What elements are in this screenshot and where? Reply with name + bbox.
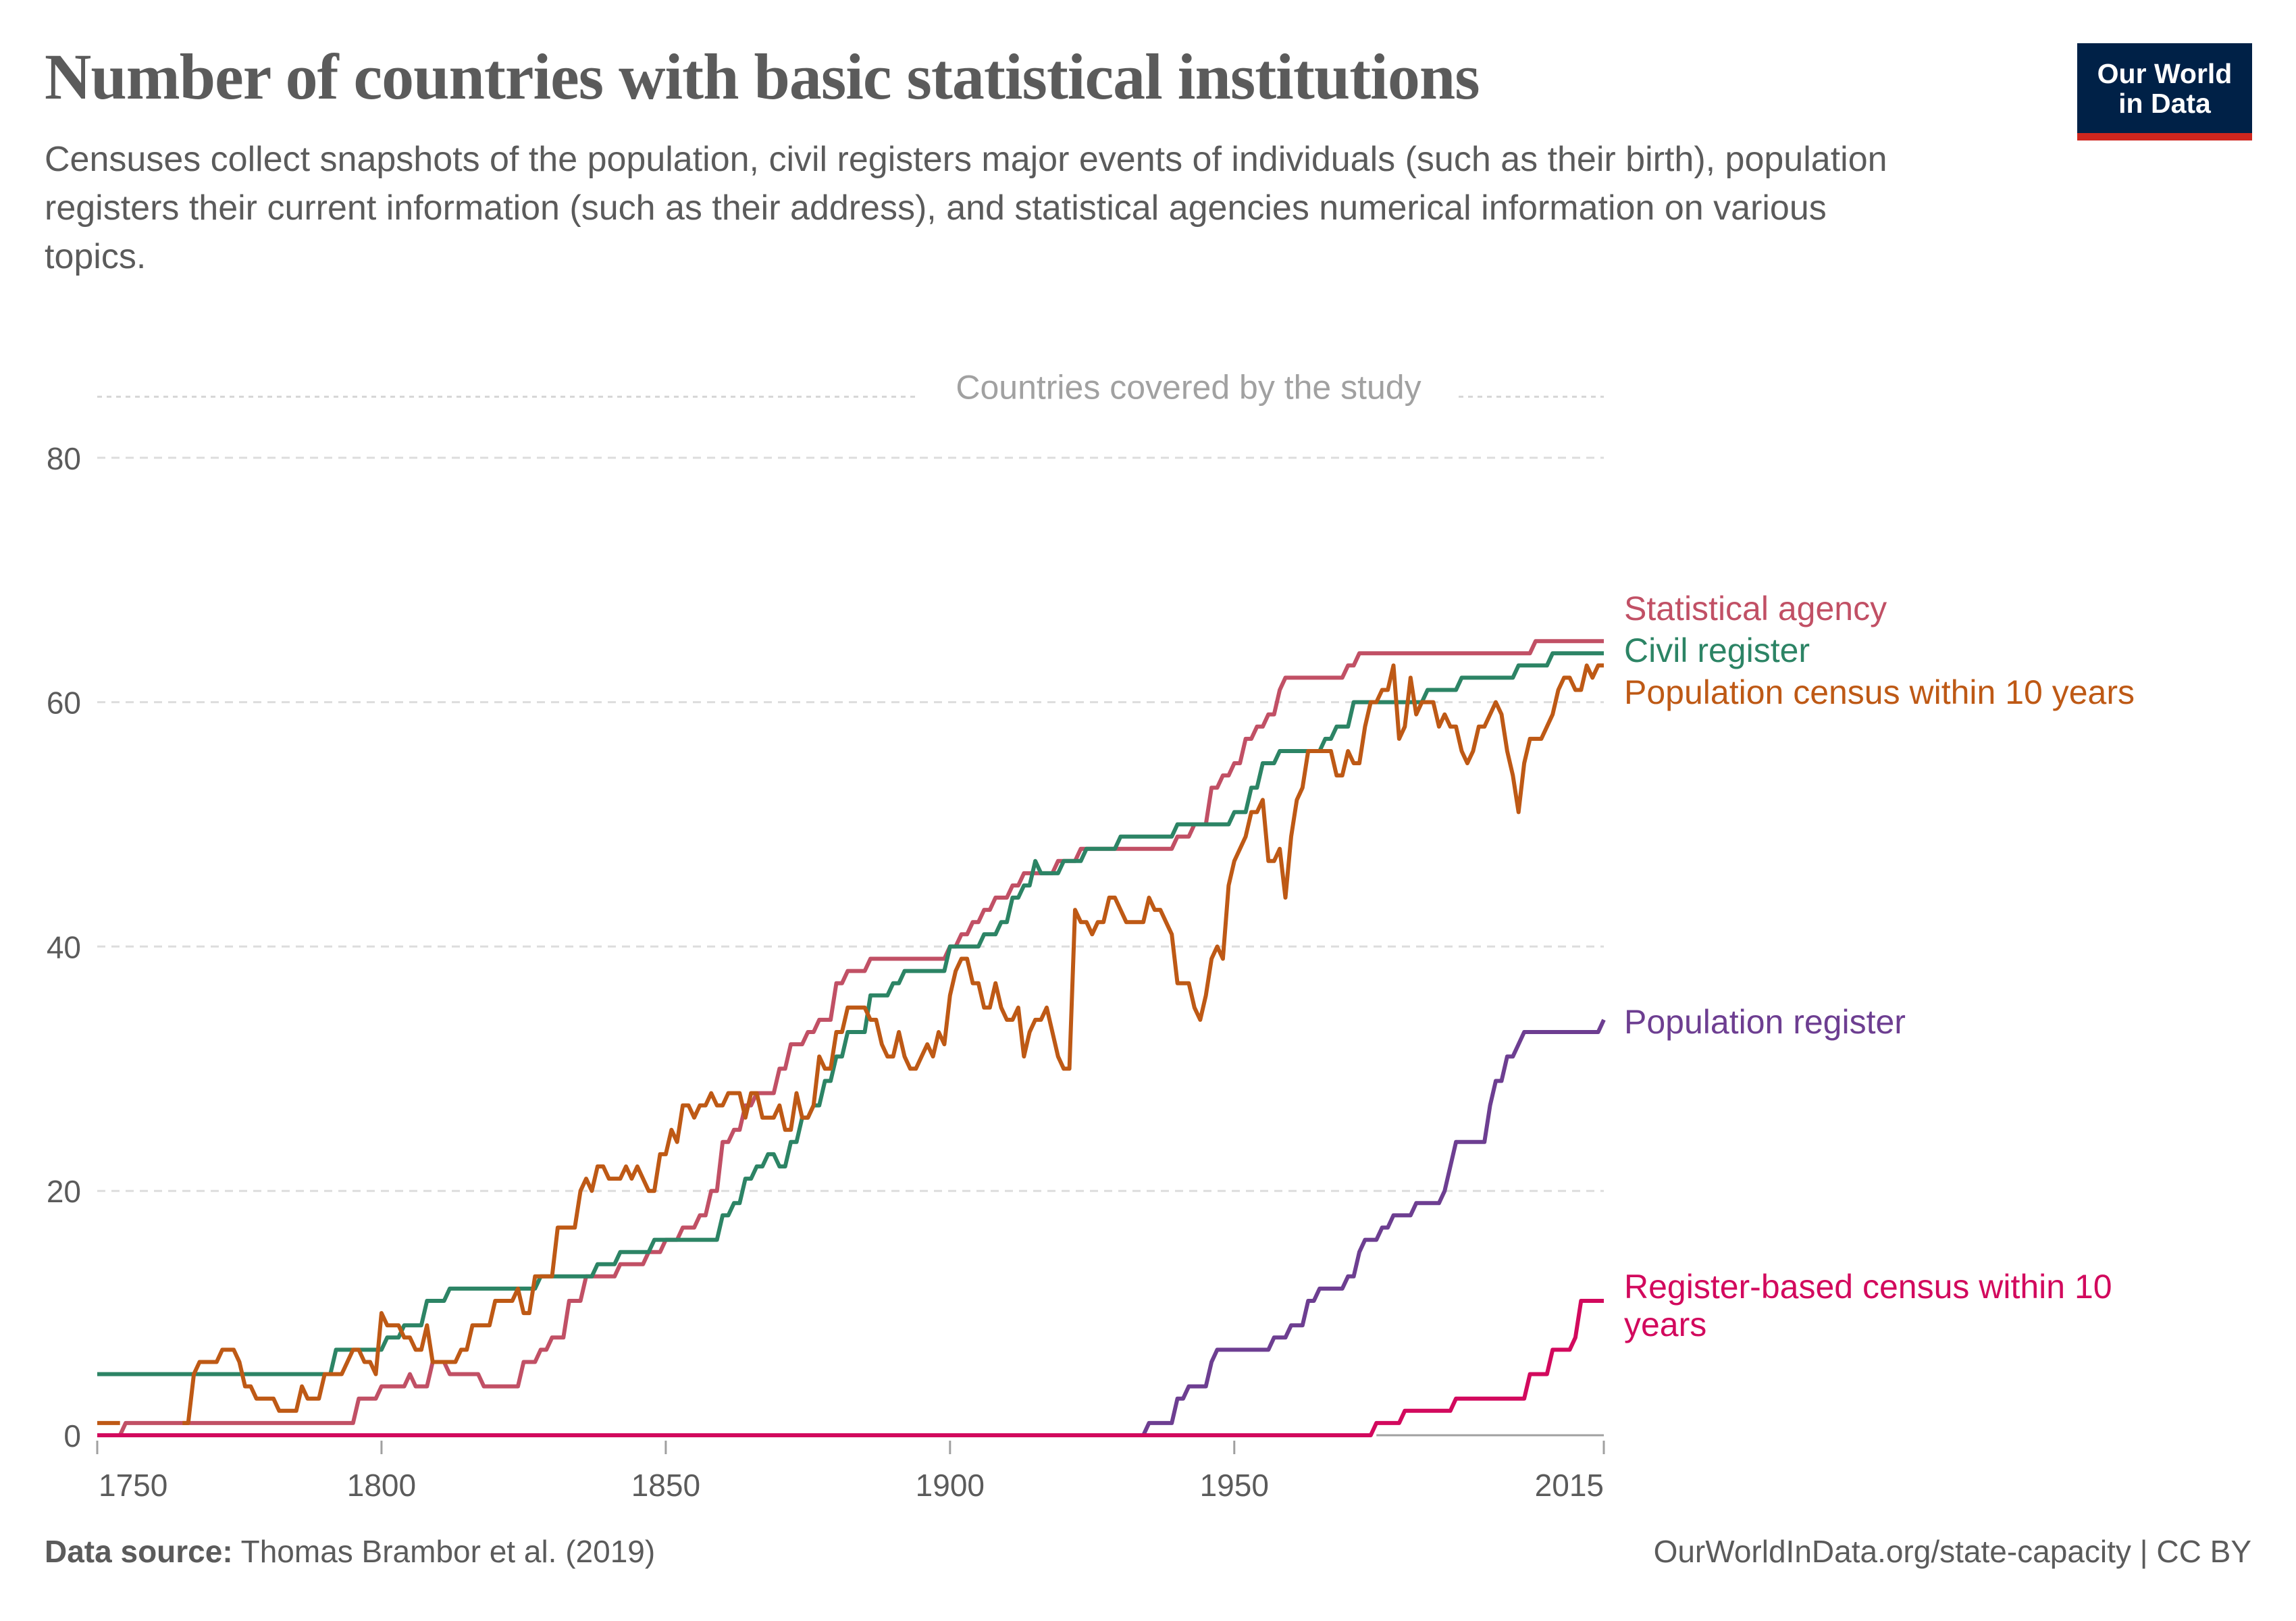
x-tick-label: 1800: [347, 1468, 416, 1503]
chart-title: Number of countries with basic statistic…: [45, 41, 1480, 113]
x-tick-label: 2015: [1535, 1468, 1604, 1503]
series-label: Register-based census within 10: [1624, 1268, 2112, 1306]
reference-line: Countries covered by the study: [97, 363, 1604, 406]
data-source: Data source: Thomas Brambor et al. (2019…: [45, 1533, 655, 1570]
data-source-label: Data source:: [45, 1534, 233, 1569]
series-line-population-register: [97, 1019, 1606, 1437]
series-labels: Statistical agency Civil register Populati…: [1624, 590, 2135, 1343]
y-tick-label: 20: [47, 1174, 81, 1209]
chart-subtitle: Censuses collect snapshots of the popula…: [45, 140, 1887, 276]
series-lines: [97, 639, 1606, 1437]
owid-logo[interactable]: Our World in Data: [2077, 43, 2252, 140]
logo-line-1: Our World: [2097, 58, 2233, 89]
x-tick-label: 1750: [99, 1468, 167, 1503]
series-label: Population census within 10 years: [1624, 673, 2135, 711]
series-label: Civil register: [1624, 632, 1810, 669]
gridlines: [97, 457, 1604, 1192]
series-label: Population register: [1624, 1003, 1906, 1041]
series-line-register-based-census-within-10-years: [97, 1299, 1604, 1437]
logo-line-2: in Data: [2118, 88, 2211, 119]
series-label: years: [1624, 1306, 1706, 1343]
y-tick-label: 0: [63, 1418, 81, 1453]
reference-label-bg: [918, 363, 1459, 400]
data-source-text: Thomas Brambor et al. (2019): [240, 1534, 656, 1569]
x-axis: 1750 1800 1850 1900 1950 2015: [96, 1434, 1605, 1503]
x-tick-label: 1850: [631, 1468, 700, 1503]
series-label: Statistical agency: [1624, 590, 1887, 627]
reference-line-label: Countries covered by the study: [956, 368, 1421, 406]
y-tick-label: 80: [47, 441, 81, 476]
footer-url[interactable]: OurWorldInData.org/state-capacity | CC B…: [1653, 1534, 2251, 1569]
series-line-statistical-agency: [97, 639, 1604, 1437]
x-tick-label: 1950: [1200, 1468, 1269, 1503]
logo-accent-bar: [2077, 133, 2252, 140]
y-tick-label: 40: [47, 929, 81, 964]
y-axis: 0 20 40 60 80: [47, 441, 81, 1453]
y-tick-label: 60: [47, 686, 81, 721]
series-line-population-census-within-10-years: [182, 663, 1604, 1425]
series-line-civil-register: [97, 651, 1604, 1376]
x-tick-label: 1900: [916, 1468, 985, 1503]
